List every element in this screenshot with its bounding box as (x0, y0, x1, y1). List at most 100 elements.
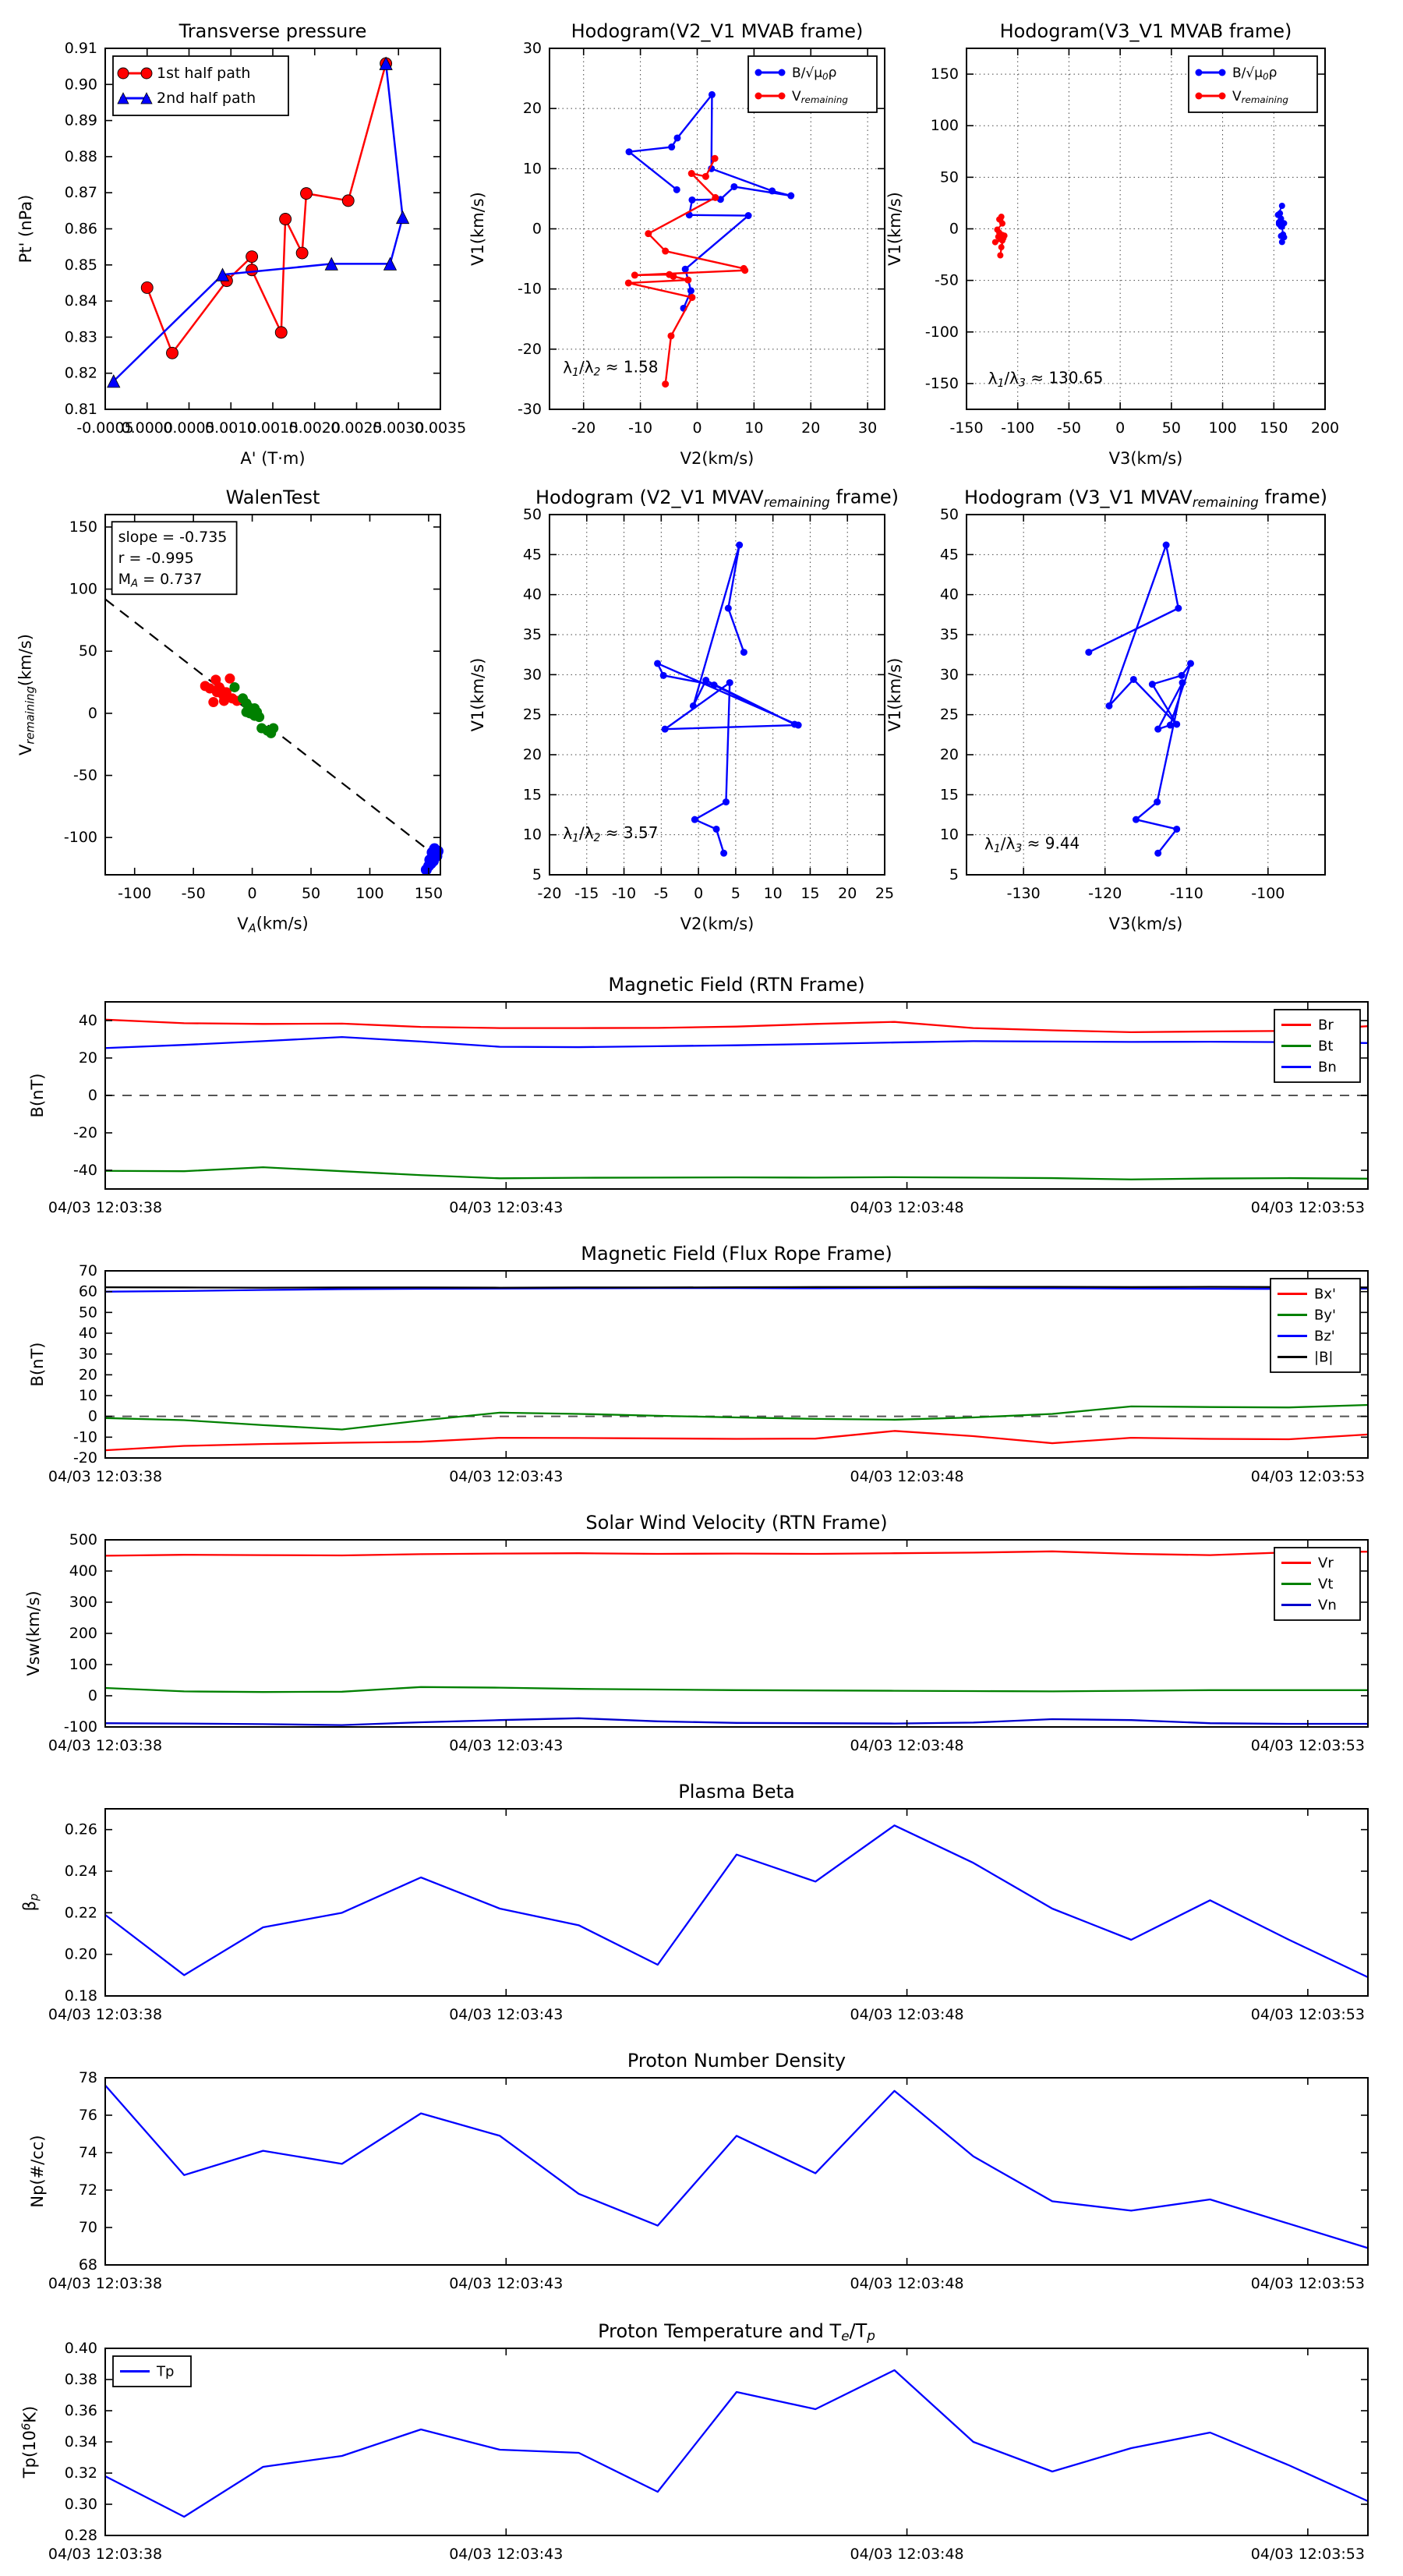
svg-text:30: 30 (940, 666, 959, 683)
svg-text:V1(km/s): V1(km/s) (885, 658, 904, 732)
svg-text:0.30: 0.30 (65, 2496, 97, 2513)
svg-text:04/03 12:03:48: 04/03 12:03:48 (850, 2275, 964, 2292)
svg-text:78: 78 (79, 2069, 97, 2086)
svg-text:70: 70 (79, 1262, 97, 1279)
svg-text:04/03 12:03:48: 04/03 12:03:48 (850, 1468, 964, 1485)
svg-text:0.84: 0.84 (65, 292, 97, 310)
svg-text:-130: -130 (1007, 885, 1041, 902)
svg-text:10: 10 (744, 419, 763, 437)
svg-text:-10: -10 (73, 1428, 97, 1445)
svg-text:0.32: 0.32 (65, 2465, 97, 2482)
svg-text:-10: -10 (612, 885, 636, 902)
chart-hodogram-v2v1-mvab: -20 -10 0 10 20 30 -30 -20 -10 0 10 20 30 Hodogram(V2… (468, 20, 885, 468)
svg-text:72: 72 (79, 2181, 97, 2199)
svg-text:0.34: 0.34 (65, 2433, 97, 2450)
svg-text:λ1/λ2 ≈ 3.57: λ1/λ2 ≈ 3.57 (563, 823, 658, 845)
svg-text:-110: -110 (1170, 885, 1203, 902)
svg-text:100: 100 (1208, 419, 1236, 437)
svg-text:04/03 12:03:53: 04/03 12:03:53 (1251, 2006, 1365, 2023)
svg-text:Bn: Bn (1318, 1060, 1337, 1076)
svg-text:50: 50 (523, 506, 542, 523)
svg-text:35: 35 (523, 626, 542, 643)
svg-text:04/03 12:03:53: 04/03 12:03:53 (1251, 1468, 1365, 1485)
svg-text:30: 30 (858, 419, 877, 437)
svg-text:150: 150 (415, 885, 443, 902)
svg-text:-40: -40 (73, 1162, 97, 1179)
svg-text:λ1/λ2 ≈ 1.58: λ1/λ2 ≈ 1.58 (563, 358, 658, 380)
svg-text:V1(km/s): V1(km/s) (468, 192, 487, 266)
svg-text:2nd half path: 2nd half path (157, 90, 256, 107)
chart-solar-wind-velocity: 04/03 12:03:38 04/03 12:03:43 04/03 12:03:… (24, 1512, 1369, 1754)
svg-text:V2(km/s): V2(km/s) (680, 449, 755, 468)
svg-text:0: 0 (1115, 419, 1125, 437)
svg-text:25: 25 (940, 706, 959, 724)
svg-text:Proton Temperature and Te/Tp: Proton Temperature and Te/Tp (598, 2319, 875, 2344)
svg-text:|B|: |B| (1314, 1350, 1333, 1366)
chart-magnetic-field-flux-rope: 04/03 12:03:38 04/03 12:03:43 04/03 12:03:… (28, 1243, 1369, 1485)
svg-text:50: 50 (1162, 419, 1181, 437)
svg-text:0.85: 0.85 (65, 257, 97, 274)
svg-text:04/03 12:03:38: 04/03 12:03:38 (48, 2006, 162, 2023)
svg-text:45: 45 (523, 546, 542, 563)
svg-text:Hodogram (V2_V1 MVAVremaining: Hodogram (V2_V1 MVAVremaining frame) (535, 486, 899, 510)
svg-text:04/03 12:03:38: 04/03 12:03:38 (48, 2546, 162, 2563)
svg-text:V1(km/s): V1(km/s) (885, 192, 904, 266)
svg-text:βp: βp (20, 1894, 41, 1912)
chart-magnetic-field-rtn: 04/03 12:03:38 04/03 12:03:43 04/03 12:03:… (28, 974, 1369, 1216)
svg-text:-30: -30 (518, 401, 542, 418)
chart-transverse-pressure: -0.00050.00000.00050.00100.00150.00200.0… (16, 20, 466, 468)
svg-text:-150: -150 (949, 419, 983, 437)
svg-text:100: 100 (931, 117, 959, 134)
svg-text:-20: -20 (73, 1449, 97, 1467)
svg-text:0.0025: 0.0025 (330, 419, 382, 437)
svg-text:-150: -150 (925, 375, 959, 392)
svg-text:20: 20 (940, 746, 959, 763)
svg-text:0.36: 0.36 (65, 2402, 97, 2419)
svg-text:Magnetic Field (RTN Frame): Magnetic Field (RTN Frame) (608, 974, 864, 996)
svg-text:A' (T·m): A' (T·m) (240, 449, 305, 468)
svg-text:0.28: 0.28 (65, 2527, 97, 2544)
svg-text:150: 150 (931, 65, 959, 83)
svg-text:0.18: 0.18 (65, 1987, 97, 2005)
svg-text:40: 40 (523, 586, 542, 603)
svg-text:-100: -100 (1251, 885, 1285, 902)
svg-text:0.91: 0.91 (65, 40, 97, 57)
svg-text:0.0030: 0.0030 (373, 419, 424, 437)
svg-text:0.20: 0.20 (65, 1946, 97, 1963)
svg-text:50: 50 (79, 1304, 97, 1321)
svg-text:100: 100 (69, 581, 97, 598)
svg-text:70: 70 (79, 2219, 97, 2236)
svg-text:V3(km/s): V3(km/s) (1109, 449, 1183, 468)
svg-text:Hodogram(V2_V1 MVAB frame): Hodogram(V2_V1 MVAB frame) (571, 20, 864, 42)
svg-text:V2(km/s): V2(km/s) (680, 915, 755, 933)
svg-text:04/03 12:03:43: 04/03 12:03:43 (449, 2006, 563, 2023)
svg-text:-0.0005: -0.0005 (76, 419, 133, 437)
svg-text:Vr: Vr (1318, 1555, 1334, 1572)
svg-text:04/03 12:03:43: 04/03 12:03:43 (449, 2546, 563, 2563)
svg-text:20: 20 (523, 100, 542, 117)
svg-text:25: 25 (875, 885, 894, 902)
chart-hodogram-v2v1-mvav: -20 -15 -10 -5 0 5 10 15 20 25 5 10 15 20 25 30 35 40 45 50… (468, 486, 899, 933)
svg-text:60: 60 (79, 1283, 97, 1300)
svg-text:-20: -20 (73, 1124, 97, 1141)
chart-plasma-beta: 04/03 12:03:38 04/03 12:03:43 04/03 12:03:… (20, 1781, 1369, 2023)
svg-text:0.40: 0.40 (65, 2340, 97, 2357)
svg-text:0.0015: 0.0015 (247, 419, 299, 437)
svg-text:0.22: 0.22 (65, 1904, 97, 1921)
svg-text:0.88: 0.88 (65, 148, 97, 165)
svg-text:-15: -15 (574, 885, 599, 902)
svg-text:V1(km/s): V1(km/s) (468, 658, 487, 732)
svg-text:-10: -10 (628, 419, 652, 437)
svg-text:-20: -20 (537, 885, 561, 902)
svg-text:74: 74 (79, 2144, 97, 2161)
svg-text:35: 35 (940, 626, 959, 643)
svg-text:-50: -50 (935, 272, 959, 289)
svg-text:68: 68 (79, 2256, 97, 2273)
svg-text:Pt' (nPa): Pt' (nPa) (16, 195, 35, 264)
svg-text:-50: -50 (73, 767, 97, 784)
svg-text:0: 0 (88, 1087, 97, 1104)
svg-text:0.0000: 0.0000 (122, 419, 173, 437)
svg-text:-50: -50 (182, 885, 206, 902)
svg-text:Vsw(km/s): Vsw(km/s) (24, 1591, 43, 1676)
